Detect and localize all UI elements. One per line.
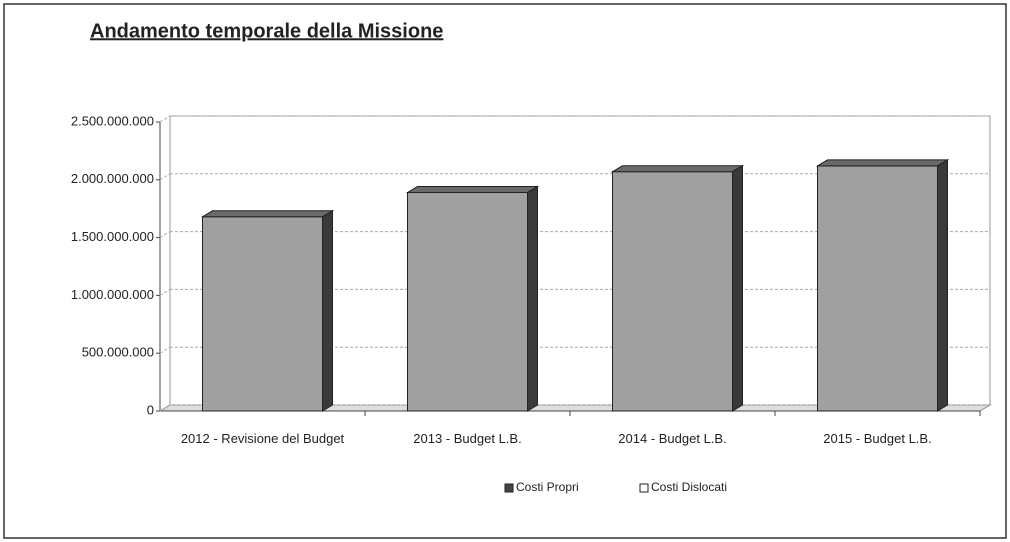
bar-side [937, 159, 948, 412]
y-tick-label: 1.000.000.000 [71, 287, 154, 302]
legend-swatch [504, 483, 514, 493]
bar-side [732, 164, 743, 412]
bar-front [612, 171, 733, 412]
y-tick-label: 1.500.000.000 [71, 229, 154, 244]
x-tick-label: 2013 - Budget L.B. [413, 431, 522, 446]
bar-front [202, 216, 323, 412]
y-tick-label: 500.000.000 [82, 345, 154, 360]
legend-label: Costi Dislocati [651, 480, 727, 494]
chart-title: Andamento temporale della Missione [90, 20, 443, 42]
y-tick-label: 0 [147, 402, 154, 417]
legend-label: Costi Propri [516, 480, 579, 494]
x-tick-label: 2012 - Revisione del Budget [180, 431, 345, 446]
bar-side [527, 185, 538, 412]
bar-top [405, 186, 540, 194]
x-tick-label: 2014 - Budget L.B. [618, 431, 727, 446]
frame [3, 3, 1007, 539]
grid-line [159, 346, 171, 354]
legend-swatch [639, 483, 649, 493]
bar-top [200, 210, 335, 218]
grid-line [159, 288, 171, 296]
grid-line [159, 231, 171, 239]
bar-side [322, 209, 333, 412]
bar-front [817, 165, 938, 412]
grid-line [159, 115, 171, 123]
bar-front [407, 192, 528, 412]
y-tick-label: 2.500.000.000 [71, 113, 154, 128]
grid-line [159, 173, 171, 181]
bar-top [815, 159, 950, 167]
bar-top [610, 165, 745, 173]
y-tick-label: 2.000.000.000 [71, 171, 154, 186]
grid-line [159, 404, 171, 412]
x-tick-label: 2015 - Budget L.B. [823, 431, 932, 446]
